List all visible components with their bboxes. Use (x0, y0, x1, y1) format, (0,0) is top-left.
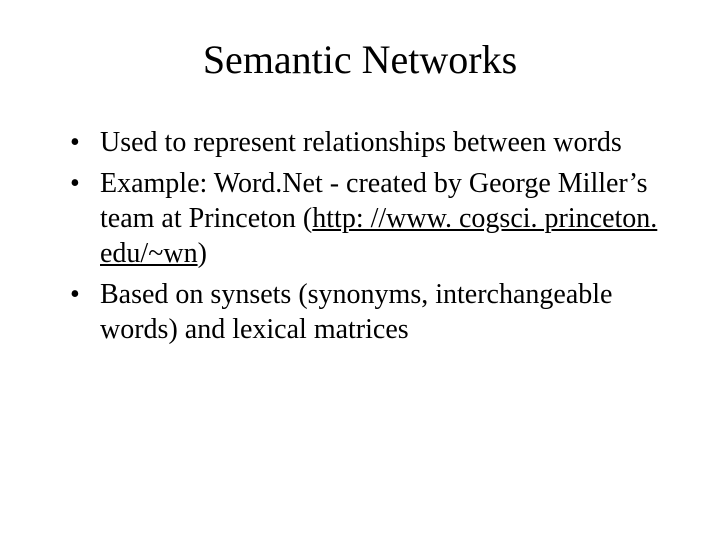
slide-title: Semantic Networks (60, 36, 660, 83)
bullet-text: Used to represent relationships between … (100, 127, 622, 158)
bullet-item: Used to represent relationships between … (70, 125, 660, 160)
bullet-list: Used to represent relationships between … (70, 125, 660, 347)
bullet-item: Example: Word.Net - created by George Mi… (70, 166, 660, 271)
bullet-text: Based on synsets (synonyms, interchangea… (100, 279, 612, 345)
bullet-item: Based on synsets (synonyms, interchangea… (70, 277, 660, 347)
slide: Semantic Networks Used to represent rela… (0, 0, 720, 540)
bullet-suffix: ) (198, 238, 207, 269)
